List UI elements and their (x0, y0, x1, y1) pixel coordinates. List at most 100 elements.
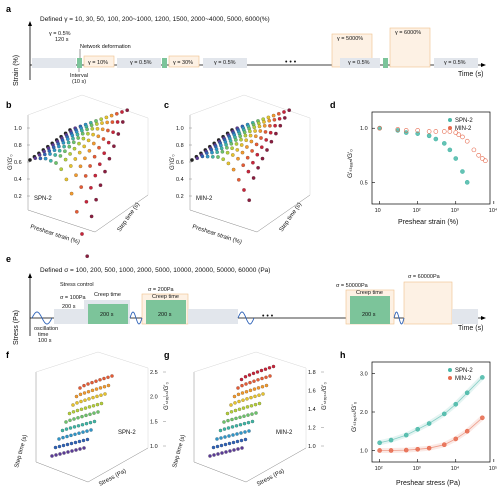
c-points-point (276, 112, 281, 116)
c-points-point (269, 139, 274, 144)
f-points-point (99, 401, 104, 406)
f-points-point (81, 438, 86, 443)
c-points-point (215, 150, 220, 155)
recovery-block-2 (203, 58, 247, 68)
c-points-point (272, 118, 277, 122)
g-points-point (231, 440, 236, 445)
c-points-point (282, 116, 287, 120)
g-points-point (243, 437, 248, 442)
panel-a: a Defined γ = 10, 30, 50, 100, 200~1000,… (6, 4, 486, 86)
f-points-point (78, 447, 82, 451)
panel-label-d: d (330, 100, 336, 110)
b-points-point (85, 254, 90, 259)
h-legend-label: SPN-2 (455, 368, 473, 374)
c-points-point (231, 167, 236, 172)
f-points-point (92, 419, 97, 424)
c-points-point (287, 108, 292, 113)
time-axis-e-arrow (481, 316, 486, 320)
c-points-point (221, 157, 226, 162)
c-points-point (234, 138, 238, 142)
g-points-point (243, 430, 247, 434)
panel-d: d G'ₛₜₑₐₙ/G'₀ Preshear strain (%) 10 10² 1… (330, 100, 498, 226)
g-points-point (230, 425, 235, 429)
g-points-point (264, 383, 269, 388)
f-points-point (95, 394, 99, 399)
d-point (453, 156, 459, 161)
h-point (377, 448, 382, 453)
c-points-point (251, 176, 256, 180)
f-points-point (94, 387, 99, 391)
g-points-point (271, 364, 276, 369)
oscillation-time-value: 100 s (38, 338, 52, 344)
f-points-point (54, 453, 58, 457)
creep-label-2: Creep time (152, 294, 179, 300)
b-points-point (66, 137, 70, 141)
d-x-tick-label: 10³ (451, 208, 459, 214)
b-points-point (37, 153, 42, 157)
c-points-point (262, 120, 266, 124)
d-y-label: G'ₛₜₑₐₙ/G'₀ (347, 149, 354, 178)
d-point (464, 138, 470, 144)
c-sample-label: MIN-2 (196, 196, 213, 202)
c-points-point (256, 121, 261, 126)
g-points-point (232, 394, 237, 399)
d-point (441, 141, 447, 146)
b-zticks-label: 0.8 (14, 143, 22, 149)
d-point (456, 132, 462, 138)
b-points-point (47, 149, 52, 153)
b-zticks-label: 0.4 (14, 177, 22, 183)
f-points-point (82, 446, 86, 450)
h-point (453, 402, 459, 407)
b-z-label: G'/G'₀ (8, 154, 14, 170)
c-points-point (195, 156, 200, 161)
time-axis-arrow (481, 63, 486, 67)
c-points-point (264, 138, 269, 142)
defined-stress-text: Defined σ = 100, 200, 500, 1000, 2000, 5… (40, 267, 270, 274)
g-points-point (249, 395, 253, 400)
h-y-tick-label: 3.0 (360, 372, 368, 378)
b-points-point (92, 154, 97, 159)
b-x-label: Preshear strain (%) (29, 224, 80, 246)
g-y-axis (245, 447, 307, 483)
c-points-point (214, 147, 219, 151)
stress-label-100: σ = 100Pa (60, 295, 87, 301)
c-points-point (255, 152, 260, 157)
interval-block-2 (162, 58, 167, 68)
c-zticks-label: 0.2 (176, 194, 184, 200)
c-points-point (254, 142, 259, 147)
d-point (433, 136, 439, 142)
g-points-point (259, 368, 264, 373)
g-points-point (240, 383, 244, 388)
g-points-point (233, 408, 238, 413)
g-points-point (267, 366, 272, 370)
b-points-point (92, 141, 96, 146)
f-points-point (70, 449, 74, 453)
c-points-point (262, 124, 267, 128)
h-legend-marker (448, 368, 452, 372)
h-point (388, 437, 394, 443)
f-back-top (35, 351, 99, 373)
b-points-point (95, 122, 99, 126)
g-points-point (212, 453, 216, 457)
oscillation-wave-2 (129, 311, 143, 325)
initial-time-label: 120 s (55, 37, 69, 43)
d-x-label: Preshear strain (%) (398, 219, 458, 226)
b-points-point (115, 120, 120, 124)
network-deformation-label: Network deformation (80, 44, 131, 50)
b-zticks-label: 1.0 (14, 126, 22, 132)
f-points-point (65, 442, 70, 447)
step-label-05-a: γ = 0.5% (130, 60, 152, 66)
g-points-point (215, 437, 219, 441)
g-points-point (238, 415, 242, 419)
g-points-point (208, 454, 212, 458)
d-legend-label: MIN-2 (455, 126, 472, 132)
b-points-point (86, 131, 90, 136)
b-points-point (93, 173, 98, 178)
c-zticks-label: 0.4 (176, 177, 184, 183)
g-back-top (193, 351, 257, 373)
c-points-point (248, 129, 252, 134)
panel-g: g G'ₛₜᵣₑₛₛ/G'₀ Stress (Pa) Step time (s)… (164, 350, 328, 488)
panel-b: b G'/G'₀ Preshear strain (%) Step time (… (6, 94, 149, 259)
c-points-point (278, 123, 283, 128)
f-zticks-label: 1.5 (150, 419, 158, 425)
